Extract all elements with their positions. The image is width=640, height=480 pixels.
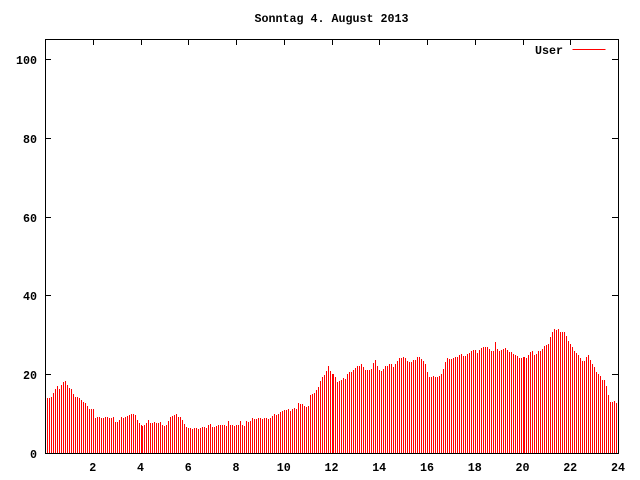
svg-text:24: 24 [611,461,625,475]
svg-text:80: 80 [23,133,37,147]
svg-text:2: 2 [89,461,96,475]
svg-text:12: 12 [325,461,339,475]
svg-text:40: 40 [23,290,37,304]
svg-text:6: 6 [185,461,192,475]
svg-text:0: 0 [30,448,37,462]
svg-text:8: 8 [233,461,240,475]
svg-text:16: 16 [420,461,434,475]
svg-text:20: 20 [516,461,530,475]
svg-text:60: 60 [23,212,37,226]
svg-text:Sonntag 4. August 2013: Sonntag 4. August 2013 [255,12,409,26]
svg-text:20: 20 [23,369,37,383]
svg-text:4: 4 [137,461,144,475]
svg-text:18: 18 [468,461,482,475]
svg-text:User: User [535,44,563,58]
svg-text:14: 14 [372,461,386,475]
svg-text:22: 22 [563,461,577,475]
svg-text:10: 10 [277,461,291,475]
svg-text:100: 100 [16,54,37,68]
